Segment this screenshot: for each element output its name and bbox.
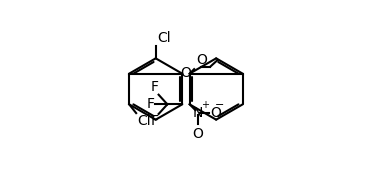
Text: +: + bbox=[201, 100, 209, 110]
Text: N: N bbox=[193, 106, 203, 120]
Text: Cl: Cl bbox=[157, 31, 171, 45]
Text: F: F bbox=[150, 114, 158, 129]
Text: F: F bbox=[150, 80, 158, 94]
Text: Cl: Cl bbox=[137, 114, 151, 128]
Text: −: − bbox=[215, 100, 224, 110]
Text: O: O bbox=[192, 127, 203, 141]
Text: O: O bbox=[180, 66, 191, 80]
Text: F: F bbox=[147, 97, 155, 111]
Text: O: O bbox=[210, 106, 221, 120]
Text: O: O bbox=[197, 53, 207, 67]
